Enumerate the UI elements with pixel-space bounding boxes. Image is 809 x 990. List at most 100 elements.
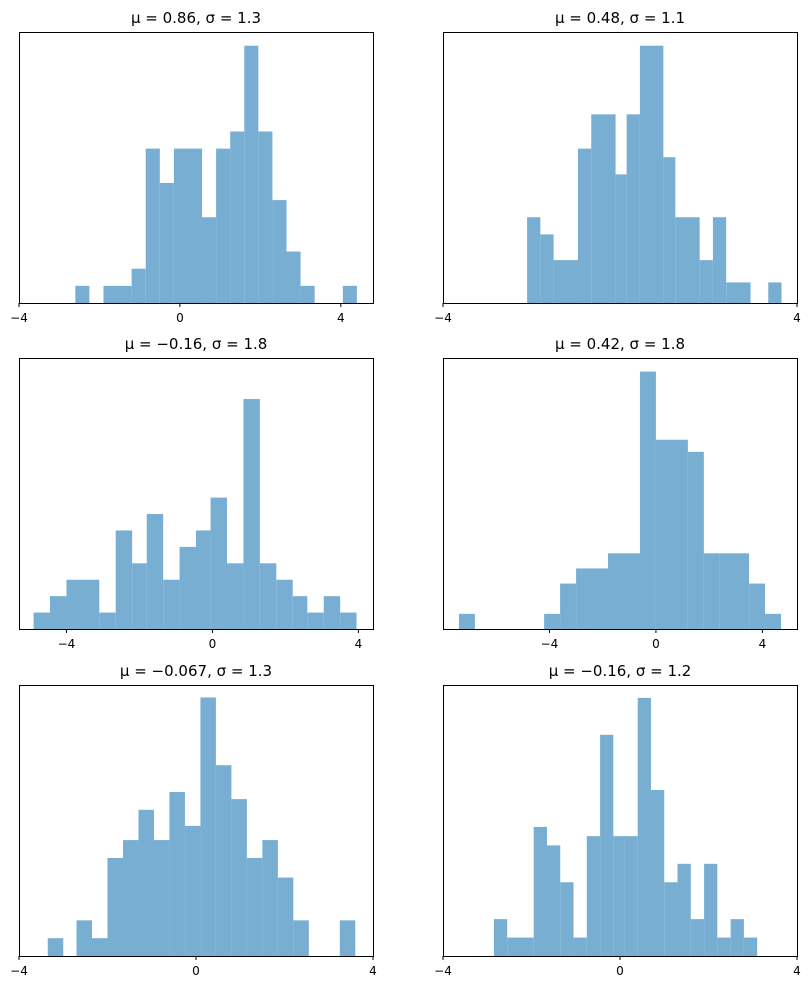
histogram-bar [33, 612, 51, 629]
histogram-bar [690, 919, 705, 956]
subplot-title: μ = −0.16, σ = 1.2 [549, 662, 692, 680]
histogram-bar [196, 530, 211, 629]
histogram-bar [272, 200, 287, 303]
histogram-bar [47, 938, 64, 956]
histogram-bar [533, 826, 547, 956]
histogram-bar [577, 148, 592, 303]
histogram-bar [50, 596, 67, 629]
histogram-bar [573, 937, 587, 956]
histogram-bar [600, 734, 614, 956]
histogram-bar [107, 857, 123, 956]
histogram-bar [340, 612, 357, 629]
histogram-bar [115, 530, 133, 629]
histogram-bar [712, 217, 727, 303]
histogram-bar [677, 863, 691, 956]
axes-frame [19, 358, 374, 630]
x-tick-label: 0 [192, 964, 200, 978]
histogram-bar [75, 285, 90, 303]
x-tick-label: 4 [337, 311, 345, 325]
histogram-bar [276, 579, 293, 629]
subplot-3: −4 0 4 μ = −0.16, σ = 1.8 [19, 335, 374, 651]
histogram-bar [749, 583, 766, 629]
x-tick-label: 4 [793, 311, 801, 325]
histogram-bar [131, 268, 146, 303]
histogram-bar [259, 563, 277, 629]
subplot-4: −4 0 4 μ = 0.42, σ = 1.8 [443, 335, 798, 651]
histogram-bar [703, 553, 720, 629]
x-tick-label: 0 [652, 637, 660, 651]
histogram-bar [699, 260, 713, 303]
histogram-bar [215, 765, 232, 956]
histogram-bar [553, 260, 578, 303]
subplot-1: −4 0 4 μ = 0.86, σ = 1.3 [10, 9, 374, 325]
x-tick-label: −4 [434, 964, 452, 978]
histogram-bar [200, 697, 216, 956]
x-tick-label: −4 [541, 637, 559, 651]
histogram-bar [103, 285, 132, 303]
histogram-bar [615, 174, 627, 303]
histogram-bar [323, 596, 341, 629]
histogram-bar [92, 938, 108, 956]
histogram-bar [768, 282, 782, 303]
histogram-bar [687, 451, 704, 629]
x-tick-label: 0 [176, 311, 184, 325]
subplot-5: −4 0 4 μ = −0.067, σ = 1.3 [10, 662, 377, 978]
histogram-bar [650, 790, 665, 956]
histogram-bar [258, 131, 273, 303]
subplot-title: μ = −0.16, σ = 1.8 [125, 335, 268, 353]
x-tick-label: 4 [793, 964, 801, 978]
histogram-bar [719, 553, 750, 629]
histogram-bar [307, 612, 324, 629]
histogram-bar [286, 251, 301, 303]
histogram-bar [146, 514, 164, 629]
histogram-bar [292, 596, 308, 629]
histogram-bar [675, 217, 700, 303]
x-tick-label: −4 [58, 637, 76, 651]
x-tick-label: −4 [434, 311, 452, 325]
x-tick-label: 0 [209, 637, 217, 651]
histogram-bar [560, 882, 574, 956]
subplot-2: −4 4 μ = 0.48, σ = 1.1 [434, 9, 801, 325]
histogram-bar [639, 45, 664, 303]
histogram-bar [540, 234, 554, 303]
histogram-bar [655, 439, 688, 629]
histogram-bar [704, 863, 718, 956]
axes-frame [443, 358, 798, 630]
histogram-bar [730, 919, 744, 956]
histogram-bar [663, 157, 676, 303]
histogram-bar [202, 217, 217, 303]
histogram-bar [132, 563, 147, 629]
histogram-bar [591, 114, 616, 303]
histogram-bar [122, 840, 139, 956]
histogram-bar [145, 148, 160, 303]
x-tick-label: 0 [616, 964, 624, 978]
histogram-bar [664, 882, 678, 956]
histogram-bar [244, 45, 259, 303]
histogram-bar [546, 845, 561, 956]
histogram-bar [243, 399, 260, 629]
histogram-bar [173, 148, 203, 303]
x-tick-label: −4 [10, 311, 28, 325]
histogram-bar [586, 836, 601, 956]
histogram-bar [99, 612, 116, 629]
subplot-title: μ = 0.42, σ = 1.8 [555, 335, 685, 353]
axes-frame [19, 32, 374, 304]
axes-frame [443, 32, 798, 304]
histogram-bar [576, 568, 609, 629]
histogram-bar [138, 809, 154, 956]
histogram-bar [626, 114, 640, 303]
histogram-bar [507, 937, 534, 956]
histogram-bar [637, 697, 651, 956]
histogram-bar [493, 919, 508, 956]
histogram-bar [159, 182, 174, 303]
histogram-bar [184, 825, 201, 956]
histogram-bar [765, 613, 782, 629]
histogram-bar [342, 285, 357, 303]
subplot-6: −4 0 4 μ = −0.16, σ = 1.2 [434, 662, 801, 978]
histogram-bar [639, 371, 656, 629]
histogram-bar [717, 937, 731, 956]
histogram-bar [300, 285, 315, 303]
histogram-bar [230, 131, 245, 303]
histogram-bar [216, 148, 231, 303]
